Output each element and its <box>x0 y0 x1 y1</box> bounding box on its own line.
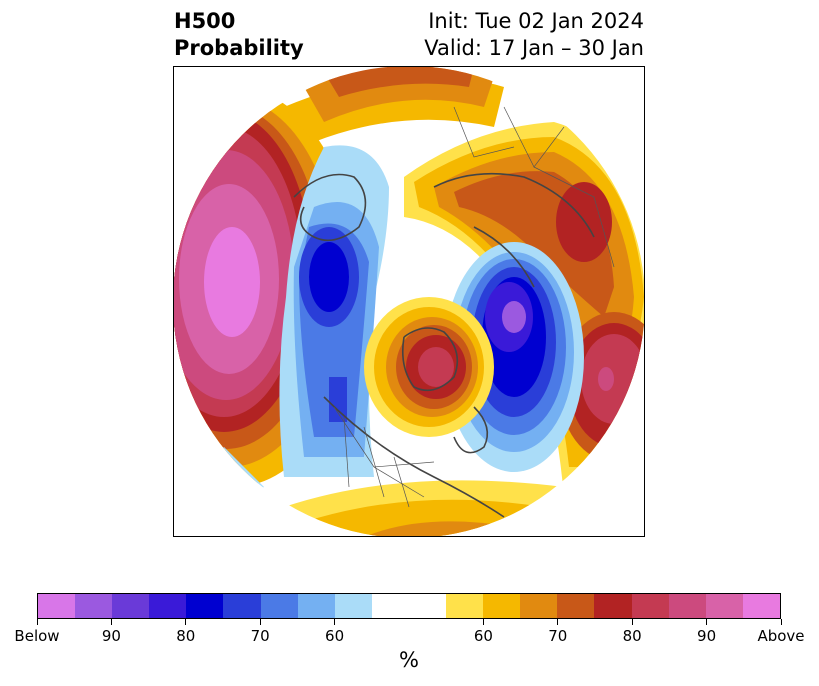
colorbar-tick-label: 70 <box>548 627 568 645</box>
colorbar-segment <box>297 594 335 618</box>
map-title: H500 Probability <box>174 8 304 62</box>
colorbar-tick-label: 80 <box>622 627 642 645</box>
colorbar-segment <box>446 594 484 618</box>
colorbar-tick-label: 60 <box>325 627 345 645</box>
colorbar-tick <box>780 619 782 625</box>
units-label: % <box>399 648 419 672</box>
colorbar <box>37 593 781 619</box>
colorbar-segment <box>149 594 187 618</box>
colorbar-segment <box>631 594 669 618</box>
colorbar-tick-label: 60 <box>473 627 493 645</box>
title-line-1: H500 <box>174 9 236 33</box>
colorbar-segment <box>742 594 780 618</box>
colorbar-segment <box>557 594 595 618</box>
colorbar-tick <box>334 619 336 625</box>
valid-period-label: Valid: 17 Jan – 30 Jan <box>424 36 644 60</box>
colorbar-segment <box>112 594 150 618</box>
colorbar-tick-label: 70 <box>250 627 270 645</box>
colorbar-tick <box>110 619 112 625</box>
title-line-2: Probability <box>174 36 304 60</box>
colorbar-tick <box>185 619 187 625</box>
colorbar-segment <box>75 594 113 618</box>
colorbar-segment <box>371 594 409 618</box>
borders <box>333 106 615 508</box>
colorbar-tick <box>36 619 38 625</box>
colorbar-segment <box>334 594 372 618</box>
colorbar-tick-label: 90 <box>101 627 121 645</box>
colorbar-tick <box>259 619 261 625</box>
colorbar-tick <box>706 619 708 625</box>
greenland-positive-anomaly <box>364 297 494 437</box>
date-info: Init: Tue 02 Jan 2024 Valid: 17 Jan – 30… <box>424 8 644 62</box>
colorbar-tick-label: Below <box>14 627 60 645</box>
colorbar-tick-label: Above <box>757 627 805 645</box>
colorbar-segment <box>186 594 224 618</box>
colorbar-tick <box>482 619 484 625</box>
init-date-label: Init: Tue 02 Jan 2024 <box>428 9 644 33</box>
north-america-negative-anomaly <box>219 145 389 492</box>
central-negative-anomaly <box>444 242 584 472</box>
colorbar-segment <box>260 594 298 618</box>
arctic-positive-anomaly <box>284 67 504 142</box>
polar-map <box>173 66 645 537</box>
colorbar-tick <box>631 619 633 625</box>
colorbar-segment <box>520 594 558 618</box>
colorbar-tick-label: 90 <box>697 627 717 645</box>
colorbar-segment <box>705 594 743 618</box>
colorbar-segment <box>38 594 76 618</box>
colorbar-segment <box>408 594 447 618</box>
colorbar-tick-label: 80 <box>176 627 196 645</box>
colorbar-segment <box>668 594 706 618</box>
colorbar-segment <box>594 594 632 618</box>
colorbar-segment <box>483 594 521 618</box>
coastlines <box>293 172 595 518</box>
colorbar-segment <box>223 594 261 618</box>
probability-map-svg <box>174 67 644 536</box>
colorbar-tick <box>557 619 559 625</box>
